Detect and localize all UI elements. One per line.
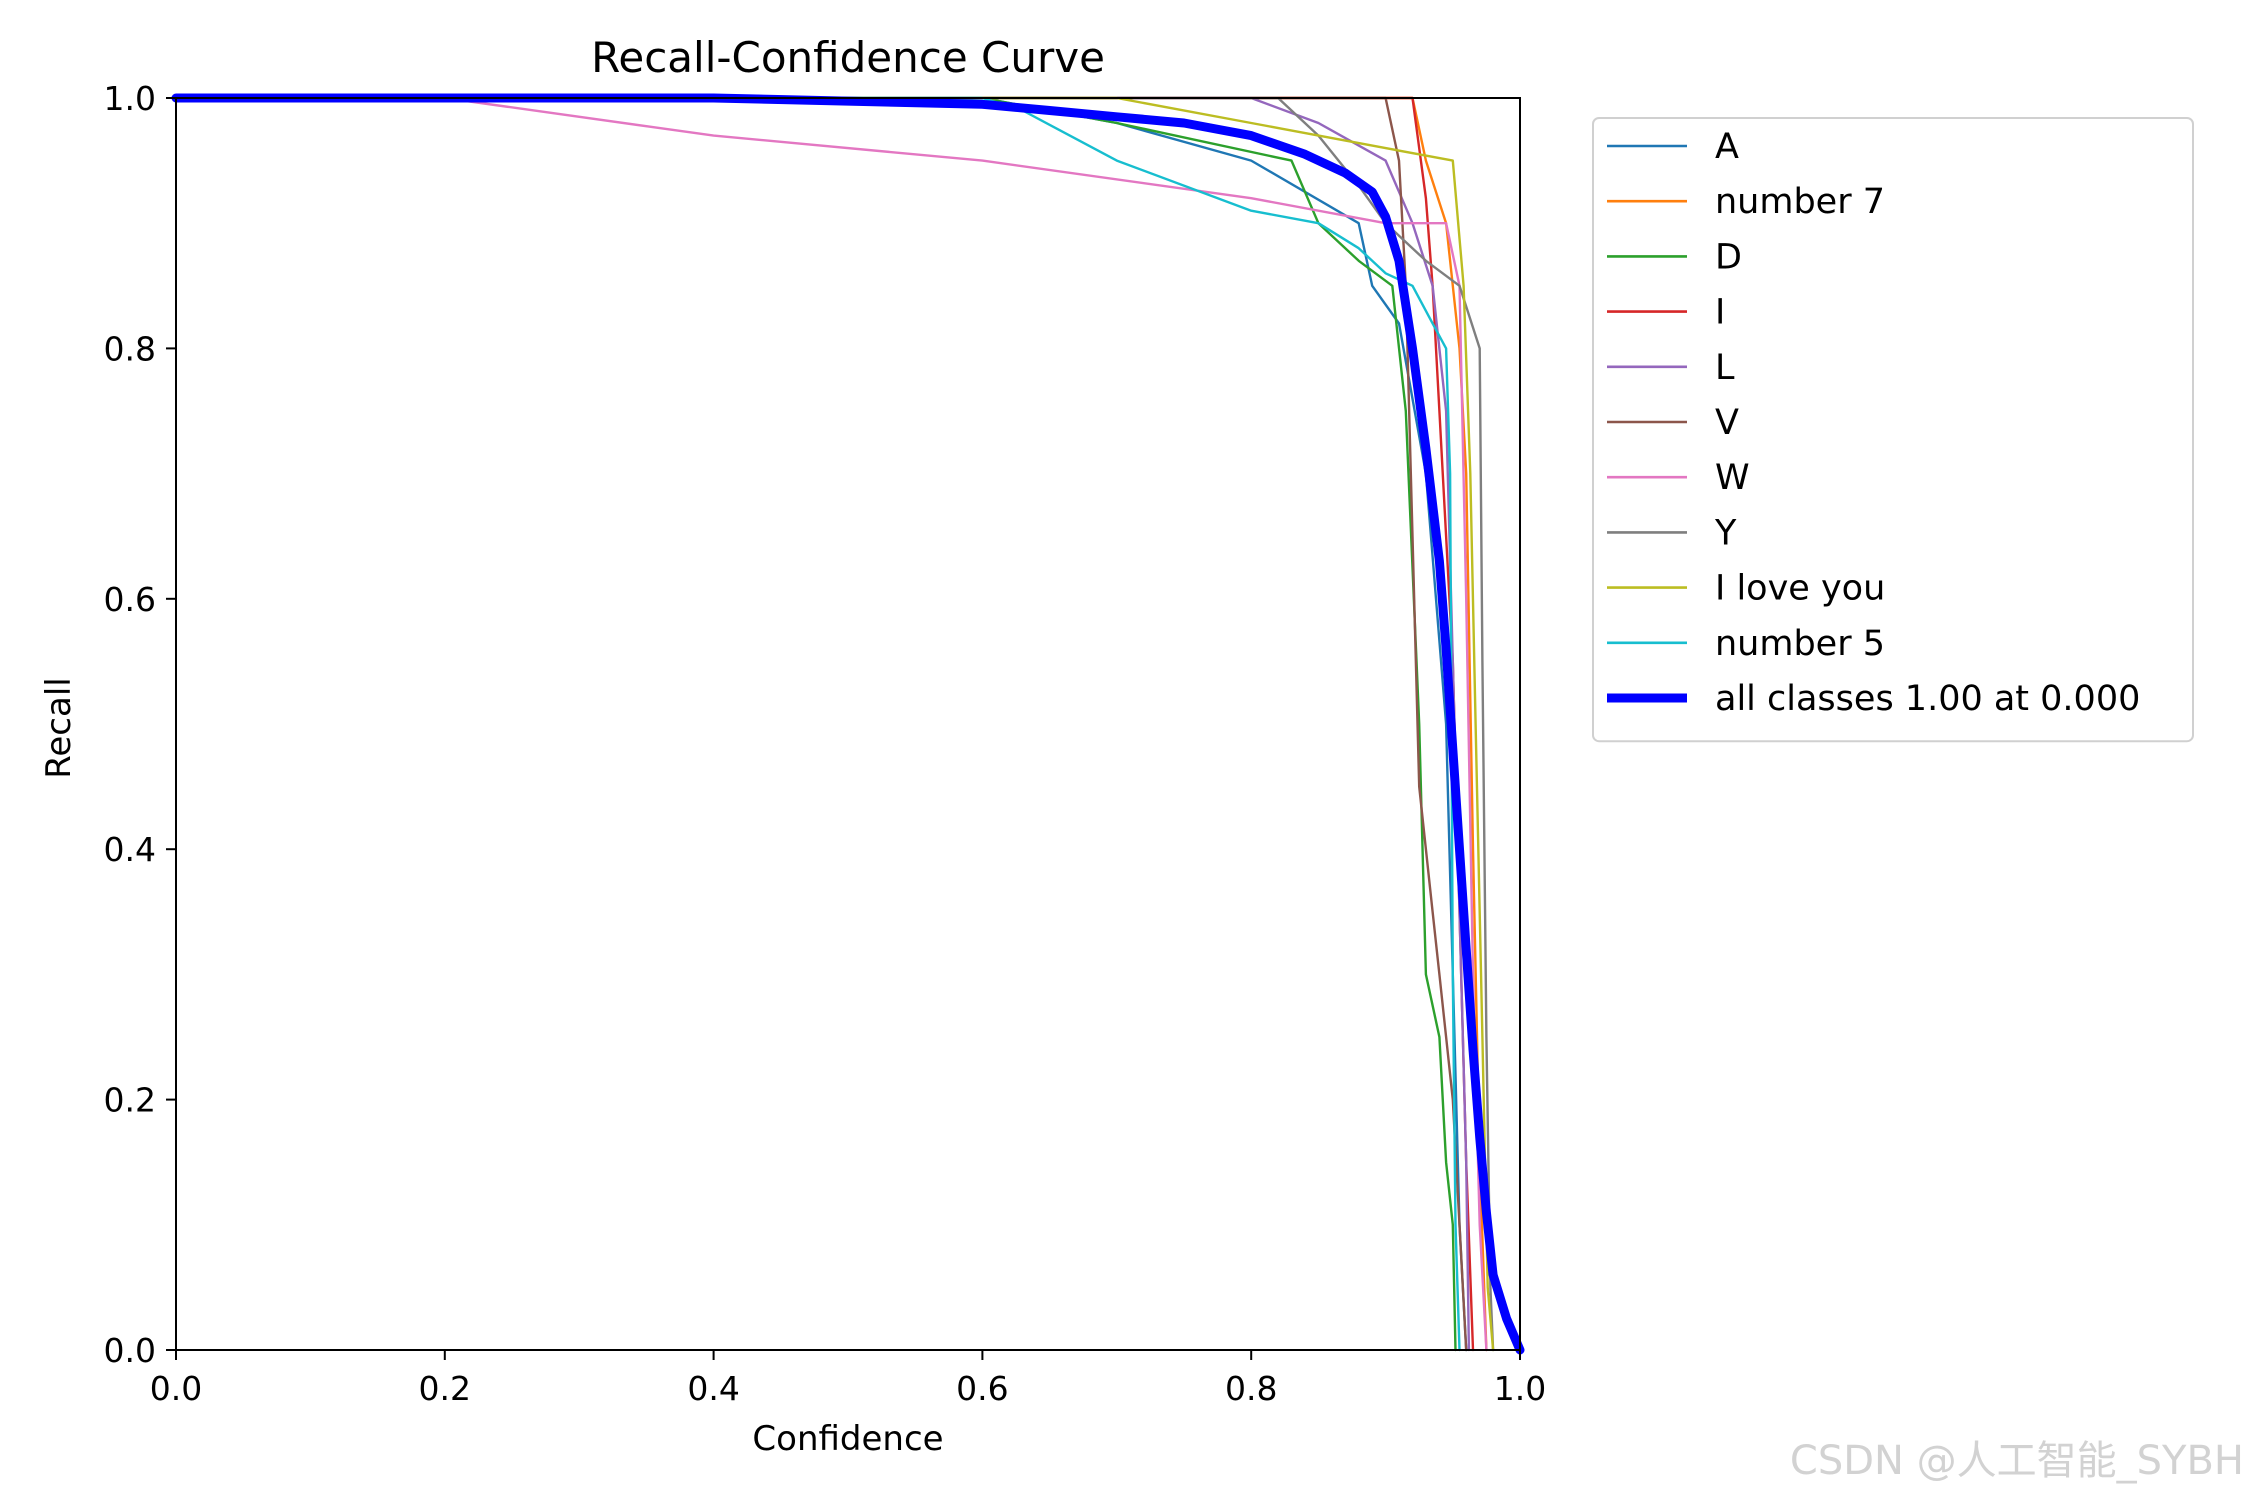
legend-box — [1592, 117, 2194, 743]
plot-frame — [175, 97, 1521, 1351]
legend-label: number 7 — [1715, 182, 1885, 222]
series-line-0 — [174, 96, 1468, 1352]
y-axis-label: Recall — [39, 677, 79, 778]
series-line-9 — [174, 96, 1461, 1352]
legend-label: Y — [1714, 513, 1737, 553]
x-axis-label: Confidence — [752, 1419, 943, 1459]
legend-label: A — [1715, 127, 1739, 167]
series-line-5 — [174, 96, 1468, 1352]
legend-label: W — [1715, 458, 1750, 498]
series-line-6 — [174, 96, 1488, 1352]
legend-label: V — [1715, 403, 1739, 443]
legend-label: I love you — [1715, 569, 1885, 609]
series-line-10 — [171, 93, 1525, 1355]
x-tick-label: 0.2 — [419, 1369, 471, 1408]
series-line-2 — [174, 96, 1457, 1352]
x-tick-label: 0.0 — [150, 1369, 202, 1408]
y-tick-label: 0.6 — [104, 580, 156, 619]
x-axis: 0.0 0.2 0.4 0.6 0.8 1.0 — [150, 1350, 1546, 1408]
y-tick-label: 0.0 — [104, 1331, 156, 1370]
series-line-4 — [174, 96, 1471, 1352]
y-tick-label: 1.0 — [104, 79, 156, 118]
plot-area — [171, 93, 1525, 1355]
series-line-1 — [174, 96, 1488, 1352]
legend-label: number 5 — [1715, 624, 1885, 664]
series-line-3 — [174, 96, 1475, 1352]
legend-label: I — [1715, 293, 1725, 333]
x-tick-label: 0.4 — [687, 1369, 739, 1408]
y-tick-label: 0.4 — [104, 830, 156, 869]
x-tick-label: 0.6 — [956, 1369, 1008, 1408]
series-line-8 — [174, 96, 1495, 1352]
legend-label: all classes 1.00 at 0.000 — [1715, 679, 2140, 719]
y-tick-label: 0.8 — [104, 329, 156, 368]
legend-label: D — [1715, 237, 1742, 277]
x-tick-label: 1.0 — [1494, 1369, 1546, 1408]
chart-title: Recall-Confidence Curve — [591, 33, 1105, 82]
legend-label: L — [1715, 348, 1735, 388]
x-tick-label: 0.8 — [1225, 1369, 1277, 1408]
y-tick-label: 0.2 — [104, 1081, 156, 1120]
watermark: CSDN @人工智能_SYBH — [1789, 1438, 2244, 1484]
series-line-7 — [174, 96, 1495, 1352]
y-axis: 0.0 0.2 0.4 0.6 0.8 1.0 — [104, 79, 176, 1370]
